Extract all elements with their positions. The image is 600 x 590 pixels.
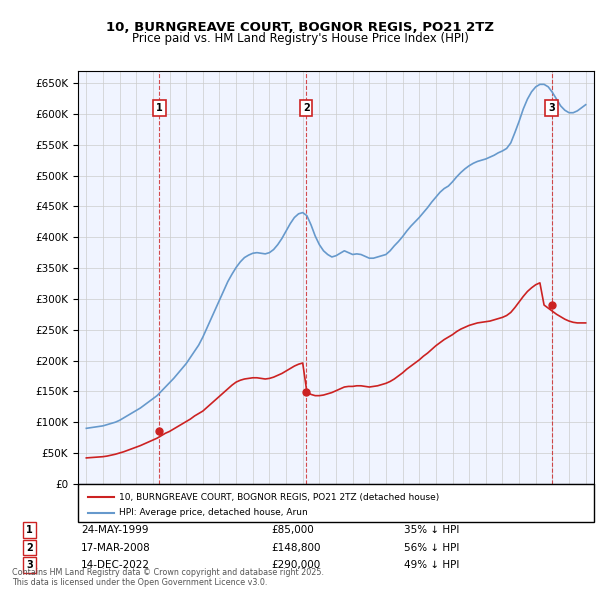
Text: 3: 3: [26, 560, 32, 570]
Text: 2: 2: [303, 103, 310, 113]
Text: 49% ↓ HPI: 49% ↓ HPI: [404, 560, 459, 570]
Text: Price paid vs. HM Land Registry's House Price Index (HPI): Price paid vs. HM Land Registry's House …: [131, 32, 469, 45]
FancyBboxPatch shape: [78, 484, 594, 522]
Text: 10, BURNGREAVE COURT, BOGNOR REGIS, PO21 2TZ: 10, BURNGREAVE COURT, BOGNOR REGIS, PO21…: [106, 21, 494, 34]
Text: £148,800: £148,800: [271, 543, 320, 552]
Text: Contains HM Land Registry data © Crown copyright and database right 2025.
This d: Contains HM Land Registry data © Crown c…: [12, 568, 324, 587]
Text: 1: 1: [26, 525, 32, 535]
Text: £290,000: £290,000: [271, 560, 320, 570]
Text: 14-DEC-2022: 14-DEC-2022: [81, 560, 150, 570]
Text: £85,000: £85,000: [271, 525, 314, 535]
Text: HPI: Average price, detached house, Arun: HPI: Average price, detached house, Arun: [119, 508, 308, 517]
Text: 3: 3: [548, 103, 555, 113]
Text: 35% ↓ HPI: 35% ↓ HPI: [404, 525, 459, 535]
Text: 2: 2: [26, 543, 32, 552]
Text: 56% ↓ HPI: 56% ↓ HPI: [404, 543, 459, 552]
Text: 17-MAR-2008: 17-MAR-2008: [81, 543, 151, 552]
Text: 10, BURNGREAVE COURT, BOGNOR REGIS, PO21 2TZ (detached house): 10, BURNGREAVE COURT, BOGNOR REGIS, PO21…: [119, 493, 440, 502]
Text: 1: 1: [156, 103, 163, 113]
Text: 24-MAY-1999: 24-MAY-1999: [81, 525, 149, 535]
